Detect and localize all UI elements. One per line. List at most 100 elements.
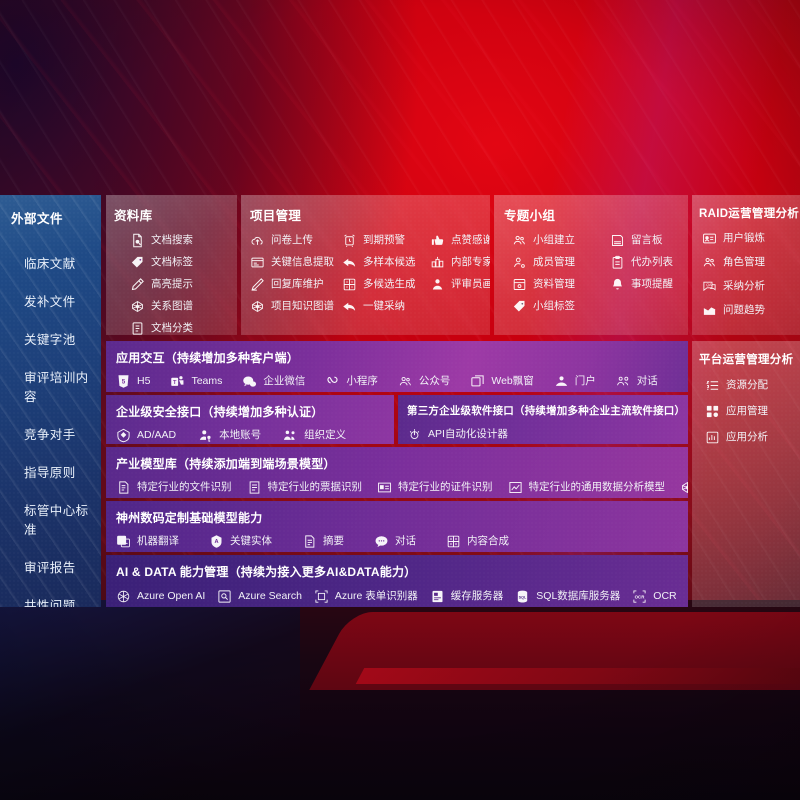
- group-item-member-management[interactable]: 成员管理: [512, 255, 610, 270]
- item-label: 代办列表: [631, 256, 673, 269]
- project-item-internal-expert-ranking[interactable]: 内部专家排名: [430, 255, 490, 270]
- compose-icon: [446, 534, 461, 549]
- item-label: 问题趋势: [723, 304, 765, 317]
- group-item-create-group[interactable]: 小组建立: [512, 233, 610, 248]
- project-item-reply-library[interactable]: 回复库维护: [250, 277, 342, 292]
- platform-item-resource-allocation[interactable]: 资源分配: [705, 378, 800, 393]
- project-item-key-info-extraction[interactable]: 关键信息提取: [250, 255, 342, 270]
- svg-text:OCR: OCR: [635, 594, 646, 599]
- dialog-people-icon: [616, 374, 631, 389]
- pen-icon: [250, 277, 265, 292]
- platform-item-app-management[interactable]: 应用管理: [705, 404, 800, 419]
- item-label: 应用分析: [726, 431, 768, 444]
- wecom-icon: [242, 374, 257, 389]
- item-label: 企业微信: [263, 375, 306, 388]
- industry-item-id-recognition[interactable]: 特定行业的证件识别: [377, 480, 493, 495]
- group-item-message-board[interactable]: 留言板: [610, 233, 688, 248]
- interaction-item-teams[interactable]: T Teams: [170, 374, 222, 389]
- list-ordered-icon: [705, 378, 720, 393]
- group-item-material-management[interactable]: 资料管理: [512, 277, 610, 292]
- sidebar-item-standards-center[interactable]: 标管中心标准: [24, 503, 89, 537]
- project-item-multi-candidate-generation[interactable]: 多候选生成: [342, 277, 430, 292]
- foundation-item-dialog[interactable]: 对话: [374, 534, 416, 549]
- library-item-highlight[interactable]: 高亮提示: [130, 277, 237, 292]
- sidebar-item-keyword-pool[interactable]: 关键字池: [24, 332, 76, 347]
- interaction-item-dialog[interactable]: 对话: [616, 374, 658, 389]
- sidebar-item-review-training[interactable]: 审评培训内容: [24, 370, 89, 404]
- group-item-event-reminder[interactable]: 事项提醒: [610, 277, 688, 292]
- project-item-knowledge-graph[interactable]: 项目知识图谱: [250, 299, 342, 314]
- project-item-reviewer-profile[interactable]: 评审员画像: [430, 277, 490, 292]
- sidebar-item-review-report[interactable]: 审评报告: [24, 560, 76, 575]
- industry-item-file-recognition[interactable]: 特定行业的文件识别: [116, 480, 232, 495]
- aidata-item-azure-openai[interactable]: Azure Open AI: [116, 589, 205, 604]
- architecture-board: 外部文件 临床文献 发补文件 关键字池 审评培训内容 竞争对手 指导原则 标管中…: [0, 195, 800, 607]
- platform-item-app-analysis[interactable]: 应用分析: [705, 430, 800, 445]
- item-label: 特定行业的票据识别: [267, 481, 363, 494]
- aidata-item-form-recognizer[interactable]: Azure 表单识别器: [314, 589, 418, 604]
- sidebar-item-competitors[interactable]: 竞争对手: [24, 427, 76, 442]
- aidata-item-cache-server[interactable]: 缓存服务器: [430, 589, 503, 604]
- sidebar-item-common-issues[interactable]: 共性问题: [24, 598, 76, 608]
- project-item-multi-sample-candidate[interactable]: 多样本候选: [342, 255, 430, 270]
- foundation-item-key-entity[interactable]: A 关键实体: [209, 534, 272, 549]
- interaction-item-portal[interactable]: 门户: [554, 374, 596, 389]
- raid-item-user-reach[interactable]: 用户锻炼: [702, 231, 800, 246]
- panel-raid-items: 用户锻炼 角色管理 QA 采纳分析 问题趋势: [702, 231, 800, 318]
- item-label: 关键信息提取: [271, 256, 334, 269]
- industry-item-knowledge-graph-model[interactable]: 特定行业的通用知识图谱模型: [680, 480, 688, 495]
- interaction-item-wecom[interactable]: 企业微信: [242, 374, 305, 389]
- raid-item-adoption-analysis[interactable]: QA 采纳分析: [702, 279, 800, 294]
- clipboard-icon: [610, 255, 625, 270]
- thirdparty-item-api-designer[interactable]: API自动化设计器: [407, 427, 508, 442]
- sidebar-item-clinical-literature[interactable]: 临床文献: [24, 256, 76, 271]
- group-item-todo-list[interactable]: 代办列表: [610, 255, 688, 270]
- sidebar-list: 临床文献 发补文件 关键字池 审评培训内容 竞争对手 指导原则 标管中心标准 审…: [0, 243, 101, 608]
- item-label: API自动化设计器: [428, 428, 508, 441]
- sidebar-item-supplement-files[interactable]: 发补文件: [24, 294, 76, 309]
- security-item-org-definition[interactable]: 组织定义: [283, 428, 346, 443]
- project-item-one-click-adopt[interactable]: 一键采纳: [342, 299, 430, 314]
- item-label: 项目知识图谱: [271, 300, 334, 313]
- item-label: AD/AAD: [137, 429, 177, 442]
- item-label: 回复库维护: [271, 278, 324, 291]
- band-thirdparty-items: API自动化设计器: [407, 427, 688, 442]
- security-item-local-account[interactable]: 本地账号: [198, 428, 261, 443]
- library-item-doc-search[interactable]: 文档搜索: [130, 233, 237, 248]
- form-recognizer-icon: [314, 589, 329, 604]
- entity-a-icon: A: [209, 534, 224, 549]
- item-label: 小程序: [346, 375, 378, 388]
- aidata-item-ocr[interactable]: OCR OCR: [632, 589, 677, 604]
- library-item-doc-category[interactable]: 文档分类: [130, 321, 237, 335]
- interaction-item-h5[interactable]: 5 H5: [116, 374, 150, 389]
- raid-item-role-management[interactable]: 角色管理: [702, 255, 800, 270]
- item-label: 问卷上传: [271, 234, 313, 247]
- aidata-item-azure-search[interactable]: Azure Search: [217, 589, 302, 604]
- item-label: 多候选生成: [363, 278, 416, 291]
- security-item-ad-aad[interactable]: AD/AAD: [116, 428, 176, 443]
- ranking-icon: [430, 255, 445, 270]
- library-item-doc-tag[interactable]: 文档标签: [130, 255, 237, 270]
- miniprogram-icon: [325, 374, 340, 389]
- library-item-relation-graph[interactable]: 关系图谱: [130, 299, 237, 314]
- project-item-questionnaire-upload[interactable]: 问卷上传: [250, 233, 342, 248]
- person-gear-icon: [512, 255, 527, 270]
- industry-item-data-analysis-model[interactable]: 特定行业的通用数据分析模型: [508, 480, 665, 495]
- interaction-item-miniprogram[interactable]: 小程序: [325, 374, 378, 389]
- raid-item-issue-trend[interactable]: 问题趋势: [702, 303, 800, 318]
- project-item-thumbs-thanks[interactable]: 点赞感谢: [430, 233, 490, 248]
- item-label: 特定行业的文件识别: [137, 481, 232, 494]
- interaction-item-official-account[interactable]: 公众号: [398, 374, 450, 389]
- teams-icon: T: [170, 374, 185, 389]
- receipt-icon: [247, 480, 262, 495]
- industry-item-receipt-recognition[interactable]: 特定行业的票据识别: [247, 480, 363, 495]
- foundation-item-summary[interactable]: 摘要: [302, 534, 344, 549]
- interaction-item-web-popup[interactable]: Web飘窗: [470, 374, 534, 389]
- sidebar-item-guidelines[interactable]: 指导原则: [24, 465, 76, 480]
- item-label: 点赞感谢: [451, 234, 490, 247]
- aidata-item-sql-database[interactable]: SQL SQL数据库服务器: [515, 589, 620, 604]
- foundation-item-machine-translation[interactable]: A 机器翻译: [116, 534, 179, 549]
- foundation-item-content-synthesis[interactable]: 内容合成: [446, 534, 509, 549]
- group-item-group-tag[interactable]: 小组标签: [512, 299, 610, 314]
- project-item-expiry-alert[interactable]: 到期预警: [342, 233, 430, 248]
